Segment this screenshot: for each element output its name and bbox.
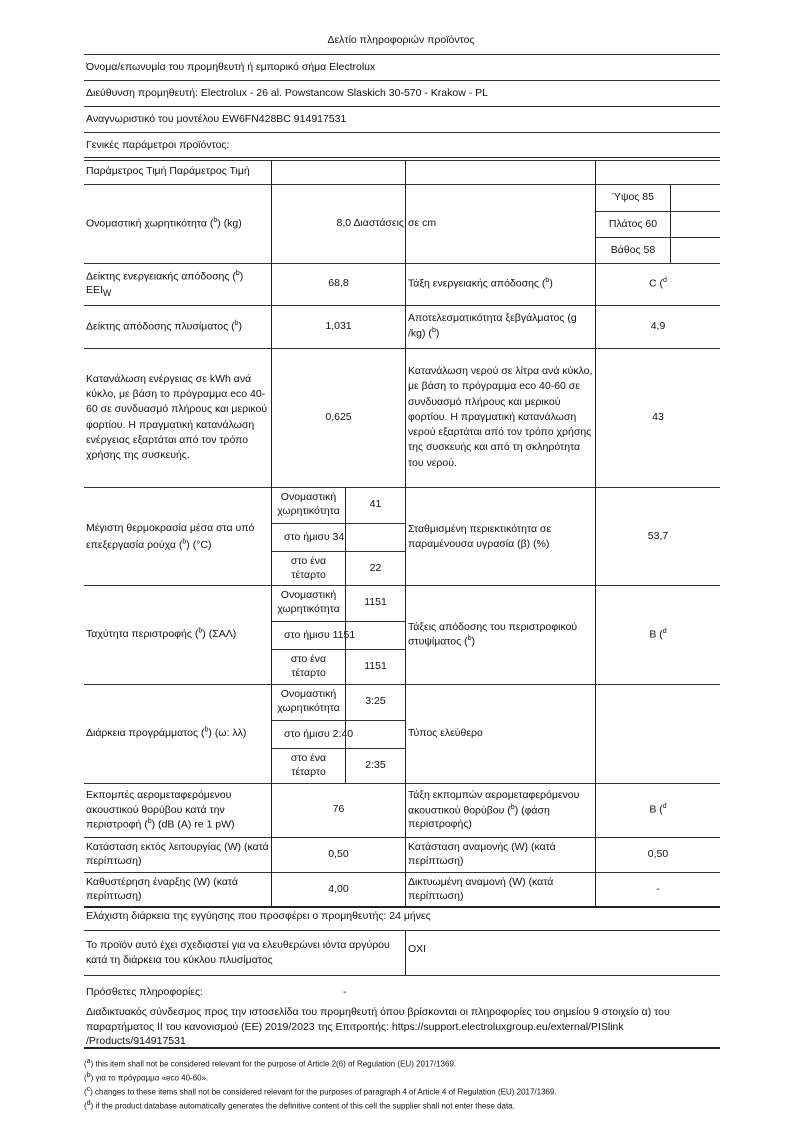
footnote: (b) για το πρόγραμμα «eco 40-60». — [84, 1072, 209, 1083]
eei-label: Δείκτης ενεργειακής απόδοσης (b) EEIW — [86, 269, 244, 298]
energy-consumption-label: Κατανάλωση ενέργειας σε kWh ανά κύκλο, μ… — [86, 372, 268, 461]
warranty-text: Ελάχιστη διάρκεια της εγγύησης που προσφ… — [86, 910, 431, 922]
depth-value: Βάθος 58 — [595, 237, 670, 263]
programme-duration-label: Διάρκεια προγράμματος (b) (ω: λλ) — [86, 726, 247, 740]
max-temperature-load-label: Ονομαστική χωρητικότητα — [271, 487, 345, 523]
footnote: (c) changes to these items shall not be … — [84, 1086, 557, 1097]
programme-duration-right-value — [595, 684, 720, 783]
spin-speed-load-label: στο ένα τέταρτο — [271, 649, 345, 684]
eei-value: 68,8 — [271, 263, 405, 305]
max-temperature-label: Μέγιστη θερμοκρασία μέσα στα υπό επεξεργ… — [86, 522, 255, 551]
max-temperature-load-label: στο ένα τέταρτο — [271, 551, 345, 586]
footnote: (d) if the product database automaticall… — [84, 1100, 515, 1111]
additional-info-value: - — [343, 986, 347, 998]
water-consumption-value: 43 — [595, 348, 720, 487]
supplier-website-link[interactable]: Διαδικτυακός σύνδεσμος προς την ιστοσελί… — [86, 1006, 670, 1048]
spin-speed-load-value: 1151 — [345, 585, 405, 621]
supplier-address: Διεύθυνση προμηθευτή: Electrolux - 26 al… — [86, 87, 488, 99]
programme-duration-load-label: Ονομαστική χωρητικότητα — [271, 684, 345, 720]
table-header: Παράμετρος Τιμή Παράμετρος Τιμή — [86, 165, 250, 178]
rated-capacity-label: Ονομαστική χωρητικότητα (b) (kg) — [86, 216, 242, 230]
silver-ions-value: OXI — [405, 930, 720, 975]
noise-emission-value: 76 — [271, 783, 405, 837]
noise-class-label: Τάξη εκπομπών αερομεταφερόμενου ακουστικ… — [405, 783, 595, 837]
max-temperature-right-label: Σταθμισμένη περιεκτικότητα σε παραμένουσ… — [405, 487, 595, 586]
energy-class-value: C (d — [595, 263, 720, 305]
programme-duration-half-load: στο ήμισυ 2:40 — [271, 720, 405, 748]
max-temperature-right-value: 53,7 — [595, 487, 720, 586]
energy-consumption-value: 0,625 — [271, 348, 405, 487]
programme-duration-load-value: 2:35 — [345, 748, 405, 783]
general-parameters-heading: Γενικές παράμετροι προϊόντος: — [86, 139, 230, 151]
standby-value: 0,50 — [595, 837, 720, 872]
page-title: Δελτίο πληροφοριών προϊόντος — [327, 34, 475, 46]
programme-duration-load-label: στο ένα τέταρτο — [271, 748, 345, 783]
rinsing-effectiveness-value: 4,9 — [595, 305, 720, 348]
washing-efficiency-label: Δείκτης απόδοσης πλυσίματος (b) — [86, 319, 243, 333]
washing-efficiency-value: 1,031 — [271, 305, 405, 348]
footnote: (a) this item shall not be considered re… — [84, 1058, 457, 1069]
networked-standby-value: - — [595, 872, 720, 907]
off-mode-value: 0,50 — [271, 837, 405, 872]
max-temperature-load-value: 22 — [345, 551, 405, 586]
off-mode-label: Κατάσταση εκτός λειτουργίας (W) (κατά πε… — [86, 840, 269, 867]
width-value: Πλάτος 60 — [595, 211, 670, 237]
rinsing-effectiveness-label: Αποτελεσματικότητα ξεβγάλματος (g/kg) (b… — [405, 305, 595, 348]
networked-standby-label: Δικτυωμένη αναμονή (W) (κατά περίπτωση) — [405, 872, 595, 907]
delay-start-value: 4,00 — [271, 872, 405, 907]
water-consumption-label: Κατανάλωση νερού σε λίτρα ανά κύκλο, με … — [405, 348, 595, 487]
spin-speed-label: Ταχύτητα περιστροφής (b) (ΣΑΛ) — [86, 627, 237, 641]
programme-duration-load-value: 3:25 — [345, 684, 405, 720]
spin-speed-right-value: B (d — [595, 585, 720, 684]
supplier-name: Όνομα/επωνυμία του προμηθευτή ή εμπορικό… — [86, 61, 376, 73]
silver-ions-label: Το προϊόν αυτό έχει σχεδιαστεί για να ελ… — [86, 938, 390, 966]
height-value: Ύψος 85 — [595, 184, 670, 211]
spin-speed-right-label: Τάξεις απόδοσης του περιστροφικού στυψίμ… — [405, 585, 595, 684]
rated-capacity-value: 8,0 Διαστάσεις — [271, 184, 405, 263]
programme-duration-right-label: Τύπος ελεύθερο — [405, 684, 595, 783]
max-temperature-half-load: στο ήμισυ 34 — [271, 523, 405, 551]
spin-speed-load-value: 1151 — [345, 649, 405, 684]
noise-emission-label: Εκπομπές αερομεταφερόμενου ακουστικού θο… — [86, 789, 235, 831]
model-identifier: Αναγνωριστικό του μοντέλου EW6FN428BC 91… — [86, 113, 347, 125]
standby-label: Κατάσταση αναμονής (W) (κατά περίπτωση) — [405, 837, 595, 872]
additional-info-label: Πρόσθετες πληροφορίες: — [86, 986, 203, 998]
spin-speed-half-load: στο ήμισυ 1151 — [271, 621, 405, 649]
delay-start-label: Καθυστέρηση έναρξης (W) (κατά περίπτωση) — [86, 875, 238, 902]
dimensions-label: σε cm — [405, 184, 595, 263]
spin-speed-load-label: Ονομαστική χωρητικότητα — [271, 585, 345, 621]
max-temperature-load-value: 41 — [345, 487, 405, 523]
energy-class-label: Τάξη ενεργειακής απόδοσης (b) — [405, 263, 595, 305]
noise-class-value: B (d — [595, 783, 720, 837]
